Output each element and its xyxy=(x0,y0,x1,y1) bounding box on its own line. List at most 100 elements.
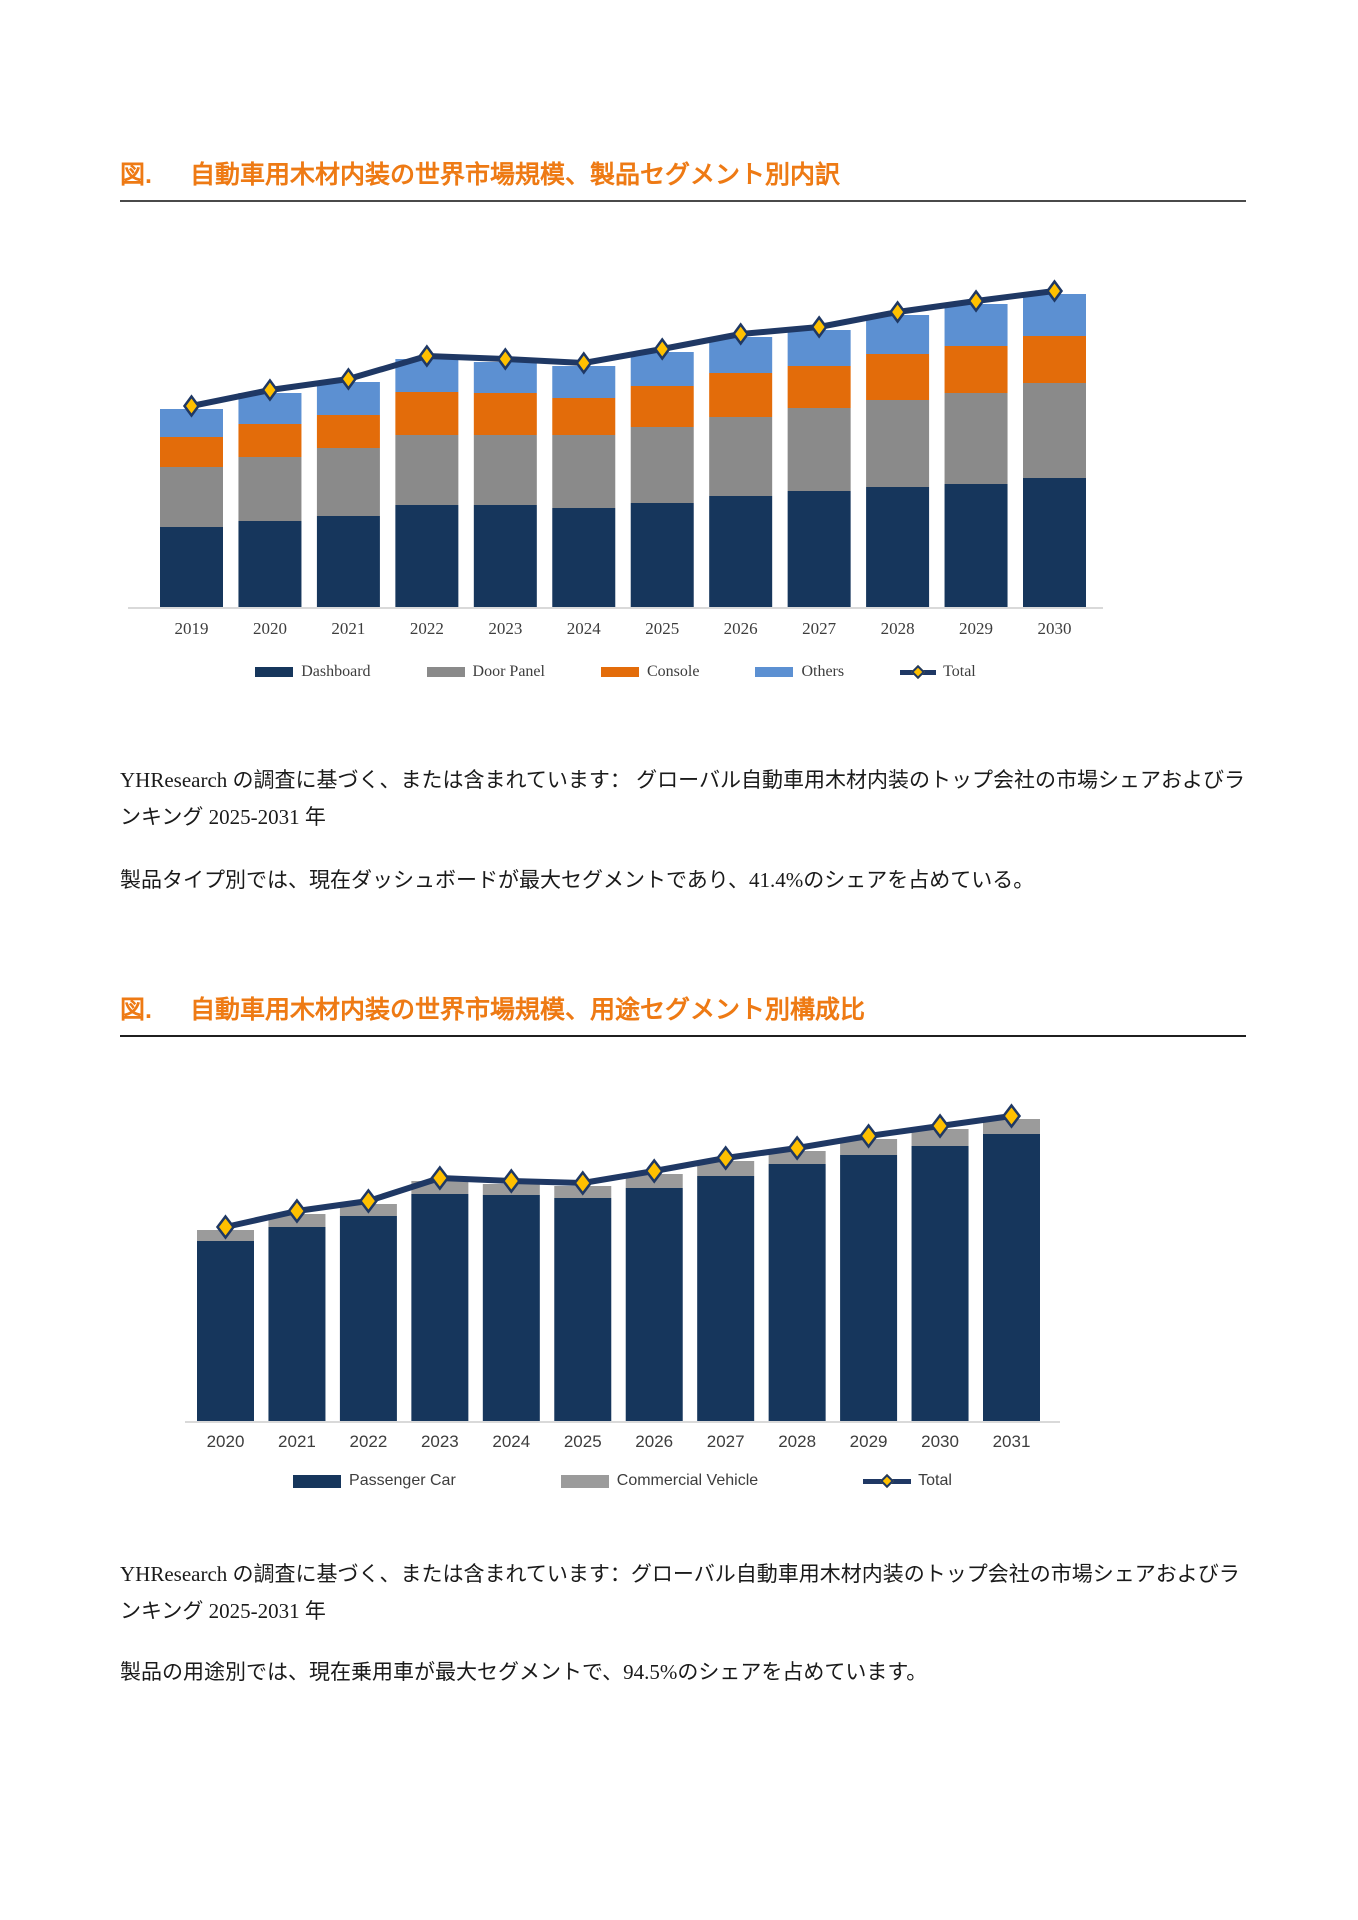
legend-line-segment xyxy=(900,669,917,675)
total-marker-2021 xyxy=(287,1198,307,1224)
total-marker-2021 xyxy=(339,367,357,391)
bar-segment-passenger-car-2031 xyxy=(983,1134,1040,1421)
x-axis-label-2023: 2023 xyxy=(488,619,523,638)
legend-item-total: Total xyxy=(900,663,976,681)
bar-segment-passenger-car-2025 xyxy=(554,1198,612,1421)
bar-segment-console-2022 xyxy=(395,392,459,435)
figure2-caption-text: 自動車用木材内装の世界市場規模、用途セグメント別構成比 xyxy=(189,996,865,1024)
total-marker-2030 xyxy=(1045,279,1064,303)
bar-segment-console-2026 xyxy=(709,373,773,417)
figure1-caption-prefix: 図. xyxy=(120,161,152,189)
bar-segment-passenger-car-2029 xyxy=(840,1155,898,1421)
bar-segment-door-panel-2021 xyxy=(316,448,380,516)
total-marker-2022 xyxy=(358,1188,378,1214)
bar-segment-passenger-car-2027 xyxy=(697,1176,755,1421)
x-axis-label-2024: 2024 xyxy=(492,1432,531,1451)
total-marker-2023 xyxy=(496,347,514,371)
total-marker-2028 xyxy=(889,300,907,324)
legend-item-dashboard: Dashboard xyxy=(255,663,371,681)
x-axis-label-2028: 2028 xyxy=(778,1432,817,1451)
bar-segment-door-panel-2020 xyxy=(238,457,302,521)
legend-label-passenger-car: Passenger Car xyxy=(349,1472,456,1489)
bar-segment-console-2027 xyxy=(787,366,851,408)
x-axis-label-2028: 2028 xyxy=(880,619,915,638)
x-axis-label-2025: 2025 xyxy=(563,1432,602,1451)
total-marker-2030 xyxy=(930,1113,950,1139)
bar-segment-console-2030 xyxy=(1023,336,1086,383)
legend-label-dashboard: Dashboard xyxy=(301,663,371,680)
legend-item-total: Total xyxy=(863,1472,952,1490)
legend-line-segment xyxy=(863,1478,886,1484)
bar-segment-passenger-car-2023 xyxy=(411,1194,469,1421)
total-marker-2022 xyxy=(418,344,436,368)
x-axis-label-2021: 2021 xyxy=(278,1432,316,1451)
chart1-canvas xyxy=(128,279,1103,609)
bar-segment-door-panel-2026 xyxy=(709,417,773,496)
x-axis-label-2026: 2026 xyxy=(635,1432,674,1451)
bar-segment-dashboard-2030 xyxy=(1023,478,1086,607)
bar-segment-passenger-car-2020 xyxy=(197,1241,254,1421)
total-marker-2029 xyxy=(967,289,985,313)
x-axis-label-2021: 2021 xyxy=(331,619,366,638)
bar-segment-console-2028 xyxy=(866,354,930,400)
legend-label-commercial-vehicle: Commercial Vehicle xyxy=(616,1472,759,1489)
legend-line-segment xyxy=(920,669,937,675)
paragraph-source-note-1: YHResearch の調査に基づく、または含まれています： グローバル自動車用… xyxy=(120,768,1245,829)
x-axis-label-2022: 2022 xyxy=(349,1432,388,1451)
total-line-marker-icon xyxy=(900,664,937,680)
bar-segment-door-panel-2024 xyxy=(552,435,616,508)
legend-label-console: Console xyxy=(646,663,700,680)
total-marker-2023 xyxy=(430,1165,450,1191)
bar-segment-door-panel-2027 xyxy=(787,408,851,491)
figure2-caption: 図. 自動車用木材内装の世界市場規模、用途セグメント別構成比 xyxy=(120,995,1246,1037)
x-axis-label-2027: 2027 xyxy=(802,619,837,638)
total-marker-2028 xyxy=(787,1135,807,1161)
x-axis-label-2026: 2026 xyxy=(723,619,758,638)
bar-segment-console-2019 xyxy=(160,437,223,467)
legend-item-passenger-car: Passenger Car xyxy=(293,1472,456,1490)
bar-segment-dashboard-2019 xyxy=(160,527,223,607)
legend-swatch-passenger-car xyxy=(293,1474,342,1488)
x-axis-label-2031: 2031 xyxy=(992,1432,1031,1451)
paragraph-application-share: 製品の用途別では、現在乗用車が最大セグメントで、94.5%のシェアを占めています… xyxy=(120,1660,928,1684)
total-marker-2025 xyxy=(573,1170,593,1196)
bar-segment-console-2020 xyxy=(238,424,302,457)
bar-segment-dashboard-2026 xyxy=(709,496,773,607)
bar-segment-door-panel-2025 xyxy=(630,427,694,503)
total-marker-2019 xyxy=(182,394,201,418)
bar-segment-door-panel-2023 xyxy=(473,435,537,505)
bar-segment-passenger-car-2026 xyxy=(625,1188,683,1421)
x-axis-label-2020: 2020 xyxy=(252,619,287,638)
x-axis-label-2022: 2022 xyxy=(409,619,444,638)
bar-segment-passenger-car-2022 xyxy=(339,1216,397,1421)
bar-segment-console-2023 xyxy=(473,393,537,435)
x-axis-label-2023: 2023 xyxy=(420,1432,459,1451)
legend-swatch-dashboard xyxy=(255,667,294,677)
total-marker-2027 xyxy=(810,315,828,339)
bar-segment-console-2021 xyxy=(316,415,380,448)
legend-label-total: Total xyxy=(943,663,976,680)
chart-application-segment-share: 2020 2021 2022 2023 2024 2025 2026 2027 2028 2029… xyxy=(185,1090,1060,1500)
x-axis-label-2030: 2030 xyxy=(921,1432,959,1451)
x-axis-label-2029: 2029 xyxy=(849,1432,888,1451)
total-marker-2026 xyxy=(732,322,750,346)
total-marker-2026 xyxy=(644,1158,664,1184)
bar-segment-door-panel-2019 xyxy=(160,467,223,527)
total-marker-2020 xyxy=(215,1214,236,1240)
x-axis-label-2027: 2027 xyxy=(706,1432,745,1451)
bar-segment-passenger-car-2028 xyxy=(768,1164,826,1421)
legend-swatch-console xyxy=(600,667,639,677)
legend-label-others: Others xyxy=(801,663,845,680)
paragraph-source-note-2: YHResearch の調査に基づく、または含まれています：グローバル自動車用木… xyxy=(120,1562,1240,1623)
legend-swatch-door-panel xyxy=(426,667,465,677)
figure2-caption-prefix: 図. xyxy=(120,996,152,1024)
bar-segment-door-panel-2029 xyxy=(944,393,1008,484)
legend-item-door-panel: Door Panel xyxy=(426,663,545,681)
chart2-legend: Passenger Car Commercial Vehicle Total xyxy=(185,1472,1060,1490)
bar-segment-door-panel-2028 xyxy=(866,400,930,487)
total-line-marker-icon xyxy=(863,1473,912,1489)
total-marker-2024 xyxy=(575,351,593,375)
bar-segment-passenger-car-2021 xyxy=(268,1227,326,1421)
legend-item-others: Others xyxy=(755,663,844,681)
